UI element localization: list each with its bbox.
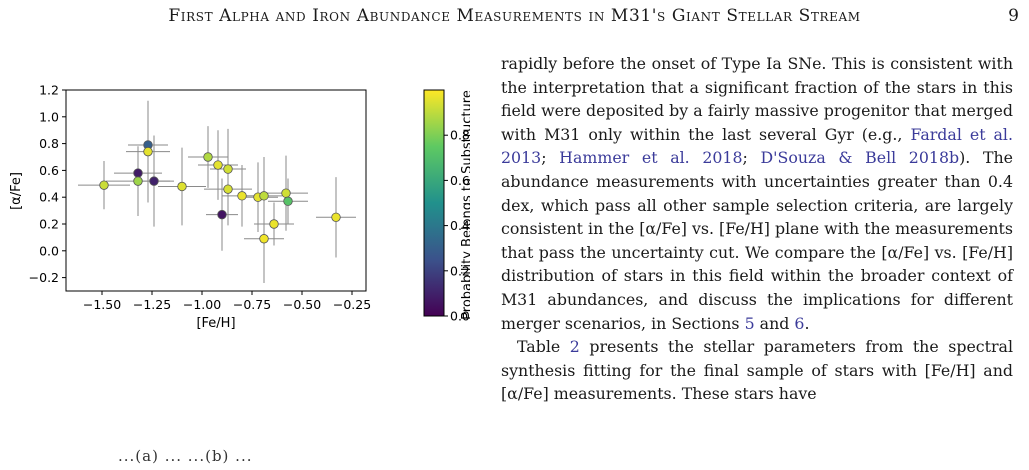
data-point [223, 184, 233, 194]
y-axis-label: [α/Fe] [9, 172, 24, 210]
data-point [149, 176, 159, 186]
x-axis-ticks: −1.50 −1.25 −1.00 −0.75 −0.50 −0.25 [83, 291, 371, 312]
text-span: and [754, 313, 795, 333]
data-point [177, 181, 187, 192]
data-point [281, 188, 291, 198]
x-tick-label: −1.50 [83, 297, 121, 312]
running-title: First Alpha and Iron Abundance Measureme… [168, 6, 861, 26]
figure-caption-fragment: ...(a) ... ...(b) ... [118, 447, 253, 465]
x-tick-label: −0.25 [333, 297, 371, 312]
running-head: First Alpha and Iron Abundance Measureme… [0, 6, 1029, 30]
data-point [331, 212, 341, 223]
x-axis-label: [Fe/H] [196, 316, 235, 331]
citation-link[interactable]: Fardal et al. 2013 [501, 124, 1014, 168]
data-point [223, 164, 233, 174]
table-link[interactable]: 2 [569, 337, 580, 357]
citation-link[interactable]: D'Souza & Bell 2018b [760, 148, 960, 168]
x-tick-label: −1.25 [133, 297, 171, 312]
y-tick-label: 0.8 [39, 136, 59, 151]
data-point [133, 176, 143, 186]
scatter-plot: −1.50 −1.25 −1.00 −0.75 −0.50 −0.25 −0.20.00.… [9, 83, 470, 332]
y-tick-label: 1.2 [39, 83, 59, 98]
data-point [259, 191, 269, 201]
data-point [269, 219, 279, 229]
data-point [259, 234, 269, 244]
colorbar-ticks: 0.0 0.2 0.4 0.6 0.8 [444, 128, 470, 324]
data-point [99, 180, 109, 190]
colorbar [423, 89, 445, 317]
data-point [143, 146, 153, 157]
y-tick-label: 0.4 [39, 190, 59, 205]
text-span: ; [541, 148, 560, 168]
text-span: Table [517, 337, 570, 357]
text-span: rapidly before the onset of Type Ia SNe.… [501, 54, 1013, 144]
y-tick-label: 0.0 [39, 243, 59, 258]
colorbar-tick-label: 0.2 [450, 263, 470, 278]
figure: −1.50 −1.25 −1.00 −0.75 −0.50 −0.25 −0.2 0.0 0.… [0, 76, 470, 376]
page-number: 9 [1008, 6, 1019, 26]
x-tick-label: −0.75 [233, 297, 271, 312]
section-link[interactable]: 6 [794, 313, 805, 333]
plot-frame [65, 89, 367, 292]
y-tick-label: 0.6 [39, 163, 59, 178]
data-points [99, 140, 341, 244]
data-point [217, 209, 227, 220]
y-tick-label: 0.2 [39, 217, 59, 232]
text-span: . [804, 313, 810, 333]
data-point [213, 160, 223, 170]
data-point [133, 168, 143, 178]
text-span: ; [742, 148, 761, 168]
colorbar-tick-label: 0.0 [450, 309, 470, 324]
y-axis-ticks: −0.2 0.0 0.2 0.4 0.6 0.8 1.0 1.2 [29, 83, 66, 285]
citation-link[interactable]: Hammer et al. 2018 [559, 148, 743, 168]
text-span: presents the stellar parameters from the… [501, 337, 1014, 404]
data-point [203, 152, 213, 162]
x-tick-label: −1.00 [183, 297, 221, 312]
y-tick-label: 1.0 [39, 109, 59, 124]
colorbar-tick-label: 0.6 [450, 173, 470, 188]
section-link[interactable]: 5 [744, 313, 755, 333]
body-text-column: rapidly before the onset of Type Ia SNe.… [501, 52, 1013, 406]
colorbar-tick-label: 0.8 [450, 128, 470, 143]
paragraph-1: rapidly before the onset of Type Ia SNe.… [501, 52, 1013, 335]
colorbar-tick-label: 0.4 [450, 218, 470, 233]
data-point [237, 191, 247, 201]
paragraph-2: Table 2 presents the stellar parameters … [501, 335, 1013, 406]
y-tick-label: −0.2 [29, 270, 59, 285]
x-tick-label: −0.50 [283, 297, 321, 312]
error-bars [78, 100, 356, 283]
colorbar-label: Probability Belongs to Substructure [460, 90, 470, 320]
data-point [283, 196, 293, 206]
text-span: ). The abundance measurements with uncer… [501, 148, 1014, 333]
